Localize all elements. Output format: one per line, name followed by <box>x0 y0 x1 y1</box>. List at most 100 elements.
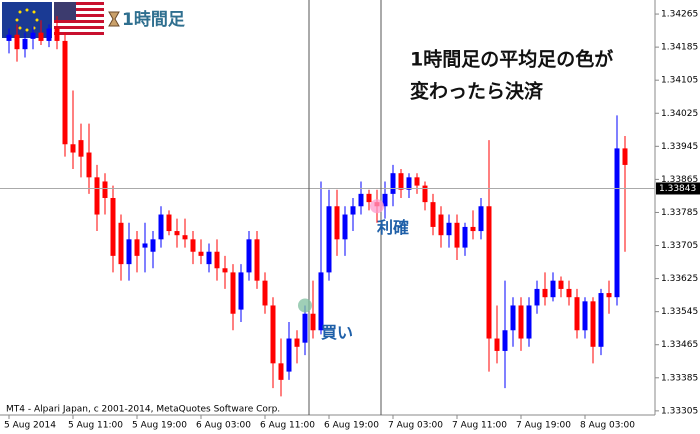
x-tick-label: 6 Aug 19:00 <box>324 421 379 431</box>
candle-body <box>550 280 556 298</box>
candle-body <box>534 288 540 306</box>
candle-body <box>342 214 348 240</box>
y-tick-label: 1.34265 <box>661 10 698 20</box>
candle-body <box>166 214 172 232</box>
candle-body <box>326 206 332 273</box>
candle-body <box>286 338 292 372</box>
candle-body <box>558 280 564 289</box>
candle-body <box>574 297 580 331</box>
candle-body <box>318 272 324 331</box>
last-price-label: 1.33843 <box>659 184 696 194</box>
candle-body <box>526 305 532 339</box>
candle-body <box>78 140 84 157</box>
y-tick-label: 1.33385 <box>661 373 698 383</box>
marker-label: 利確 <box>377 218 409 237</box>
candle-body <box>566 288 572 298</box>
candle-body <box>150 239 156 252</box>
candle-body <box>382 193 388 207</box>
marker-label: 買い <box>321 323 353 342</box>
candle-body <box>518 305 524 339</box>
candle-body <box>446 222 452 236</box>
candle-body <box>6 34 12 41</box>
x-tick-label: 8 Aug 03:00 <box>580 421 635 431</box>
candle-body <box>22 38 28 50</box>
candle-body <box>294 338 300 347</box>
candle-body <box>366 193 372 203</box>
candle-body <box>510 305 516 331</box>
candle-body <box>502 330 508 351</box>
y-tick-label: 1.33865 <box>661 175 698 185</box>
candle-body <box>214 251 220 269</box>
candle-body <box>430 202 436 227</box>
x-tick-label: 7 Aug 11:00 <box>452 421 507 431</box>
eu-flag <box>2 2 52 38</box>
y-tick-label: 1.33945 <box>661 142 698 152</box>
candle-body <box>542 288 548 298</box>
candle-body <box>590 301 596 347</box>
candle-body <box>622 148 628 165</box>
annotation-line: 変わったら決済 <box>410 80 544 103</box>
candle-body <box>118 222 124 265</box>
candle-body <box>398 173 404 190</box>
y-tick-label: 1.33465 <box>661 340 698 350</box>
candle-body <box>222 268 228 273</box>
x-tick-label: 6 Aug 11:00 <box>260 421 315 431</box>
candle-body <box>350 206 356 215</box>
x-tick-label: 5 Aug 2014 <box>4 421 56 431</box>
candle-body <box>14 34 20 50</box>
candle-body <box>246 239 252 273</box>
x-tick-label: 5 Aug 19:00 <box>132 421 187 431</box>
y-tick-label: 1.33785 <box>661 208 698 218</box>
us-stripes <box>54 2 104 35</box>
eu-stars <box>15 8 39 32</box>
candle-body <box>262 280 268 306</box>
candle-body <box>414 177 420 186</box>
candle-body <box>190 239 196 252</box>
y-tick-label: 1.33545 <box>661 307 698 317</box>
candle-body <box>606 293 612 298</box>
candle-body <box>126 239 132 265</box>
y-tick-label: 1.34185 <box>661 43 698 53</box>
candle-body <box>54 28 60 41</box>
candle-body <box>390 173 396 194</box>
y-tick-label: 1.34025 <box>661 109 698 119</box>
us-canton <box>54 2 76 20</box>
y-tick-label: 1.33625 <box>661 274 698 284</box>
y-tick-label: 1.34105 <box>661 76 698 86</box>
x-tick-label: 5 Aug 11:00 <box>68 421 123 431</box>
candle-body <box>310 313 316 331</box>
candle-body <box>94 177 100 215</box>
candle-body <box>438 214 444 236</box>
candle-body <box>486 206 492 339</box>
last-price-box <box>656 182 700 195</box>
candle-body <box>46 28 52 41</box>
candle-body <box>182 235 188 240</box>
candle-body <box>494 338 500 351</box>
timeframe-label: 1時間足 <box>122 9 185 30</box>
candle-body <box>406 177 412 190</box>
annotation-line: 1時間足の平均足の色が <box>410 48 613 71</box>
candle-body <box>110 197 116 256</box>
candle-body <box>102 181 108 198</box>
candle-body <box>158 214 164 240</box>
candle-body <box>478 206 484 232</box>
candle-body <box>134 239 140 256</box>
x-tick-label: 7 Aug 03:00 <box>388 421 443 431</box>
candle-body <box>278 363 284 380</box>
marker-dot <box>370 199 384 214</box>
candle-body <box>70 144 76 153</box>
candle-body <box>334 206 340 240</box>
candle-body <box>198 251 204 256</box>
candle-body <box>454 222 460 248</box>
candle-body <box>358 193 364 207</box>
candle-body <box>174 231 180 236</box>
y-tick-label: 1.33305 <box>661 406 698 416</box>
candle-body <box>86 152 92 178</box>
hourglass-icon <box>108 11 120 27</box>
candle-body <box>470 226 476 232</box>
candle-body <box>302 313 308 343</box>
candle-body <box>462 226 468 248</box>
x-tick-label: 6 Aug 03:00 <box>196 421 251 431</box>
candle-body <box>598 293 604 347</box>
